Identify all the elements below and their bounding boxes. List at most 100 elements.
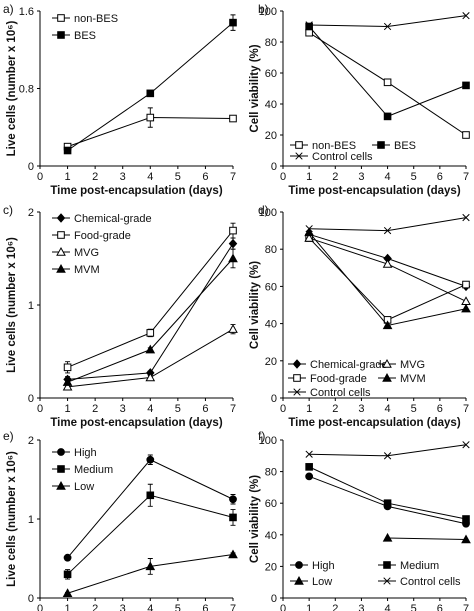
x-tick-label: 5	[411, 603, 417, 611]
data-point	[229, 513, 237, 522]
x-tick-label: 4	[385, 603, 391, 611]
legend-marker	[383, 577, 391, 585]
legend-item: Medium	[378, 560, 439, 572]
x-tick-label: 2	[92, 403, 98, 415]
x-tick-label: 0	[280, 171, 286, 183]
legend-label: Chemical-grade	[310, 359, 388, 371]
legend-item: Food-grade	[288, 373, 367, 385]
legend-marker	[56, 263, 66, 273]
legend-marker	[56, 480, 66, 490]
data-point	[145, 344, 156, 354]
series-line	[308, 237, 467, 302]
y-tick-label: 0	[271, 393, 277, 405]
legend-label: Medium	[400, 560, 439, 572]
series-line	[387, 537, 467, 541]
series-chemical-grade	[63, 237, 238, 385]
series-low	[62, 549, 238, 597]
data-point	[462, 131, 470, 139]
series-control-cells	[305, 11, 470, 31]
x-tick-label: 0	[37, 403, 43, 415]
legend-label: Low	[74, 481, 94, 493]
x-tick-label: 6	[437, 171, 443, 183]
legend-item: Chemical-grade	[288, 359, 388, 371]
legend-item: Control cells	[290, 151, 373, 163]
y-tick-label: 1.6	[19, 6, 34, 18]
legend-label: Medium	[74, 464, 113, 476]
x-tick-label: 4	[147, 171, 153, 183]
x-tick-label: 2	[332, 403, 338, 415]
legend-marker	[377, 141, 385, 149]
data-point	[305, 463, 313, 471]
panel-letter: f)	[258, 429, 265, 443]
x-tick-label: 6	[202, 403, 208, 415]
panel-3: d) 0 1 2 3 4 5 6 7 0 20 40 60 80 100 Time post-encapsul…	[249, 203, 471, 429]
legend-marker	[295, 561, 303, 569]
legend-marker	[57, 231, 65, 239]
y-tick-label: 100	[259, 6, 277, 18]
x-tick-label: 1	[306, 603, 312, 611]
y-tick-label: 1	[28, 514, 34, 526]
legend: non-BES BES	[52, 13, 118, 42]
y-tick-label: 20	[265, 561, 277, 573]
legend-item: MVG	[378, 358, 425, 371]
legend-label: Control cells	[310, 387, 371, 399]
legend-label: Food-grade	[310, 373, 367, 385]
series-mvg	[62, 324, 238, 391]
data-point	[305, 22, 313, 31]
legend-item: Control cells	[288, 387, 371, 399]
legend-item: Chemical-grade	[52, 213, 152, 225]
data-point	[229, 226, 237, 235]
x-tick-label: 5	[175, 403, 181, 415]
legend-marker	[57, 14, 65, 22]
panel-letter: a)	[3, 2, 14, 16]
series-line	[308, 26, 467, 117]
data-point	[462, 515, 470, 523]
data-point	[383, 78, 392, 87]
legend-marker	[292, 359, 302, 369]
legend-item: Low	[290, 575, 332, 588]
y-tick-label: 1	[28, 300, 34, 312]
legend-item: MVM	[52, 263, 100, 276]
y-tick-label: 0	[28, 161, 34, 173]
series-medium	[305, 463, 470, 523]
y-axis-label: Live cells (number x 10⁶)	[6, 20, 18, 156]
series-bes	[63, 14, 237, 155]
data-point	[229, 114, 237, 123]
series-bes	[305, 22, 470, 121]
y-tick-label: 2	[28, 207, 34, 219]
x-tick-label: 4	[385, 171, 391, 183]
y-axis-label: Cell viability (%)	[249, 475, 261, 563]
series-line	[67, 258, 234, 383]
x-tick-label: 5	[175, 171, 181, 183]
legend-item: Control cells	[378, 576, 461, 588]
x-axis-label: Time post-encapsulation (days)	[50, 185, 222, 197]
data-point	[383, 452, 392, 460]
x-tick-label: 6	[437, 603, 443, 611]
data-point	[146, 113, 155, 122]
legend-marker	[382, 372, 392, 382]
x-tick-label: 7	[230, 603, 236, 611]
x-tick-label: 6	[437, 403, 443, 415]
legend-label: MVM	[400, 373, 426, 385]
series-mvg	[304, 233, 471, 305]
series-line	[309, 15, 467, 28]
panel-letter: c)	[3, 203, 13, 217]
panel-0: a) 0 1 2 3 4 5 6 7 0 0.8 1.6 Time post-encapsulation…	[3, 2, 237, 197]
legend-marker	[293, 388, 301, 396]
legend-label: High	[74, 447, 97, 459]
series-line	[308, 237, 467, 321]
y-tick-label: 100	[259, 207, 277, 219]
y-tick-label: 80	[265, 244, 277, 256]
legend-item: MVG	[52, 246, 99, 259]
legend-marker	[57, 448, 65, 456]
legend-marker	[57, 465, 65, 473]
data-point	[229, 18, 237, 27]
data-point	[305, 21, 313, 29]
series-low	[382, 532, 471, 544]
legend-item: High	[290, 560, 335, 572]
legend-item: Low	[52, 480, 94, 493]
legend-marker	[293, 374, 301, 382]
data-point	[304, 227, 314, 237]
data-point	[462, 11, 470, 20]
